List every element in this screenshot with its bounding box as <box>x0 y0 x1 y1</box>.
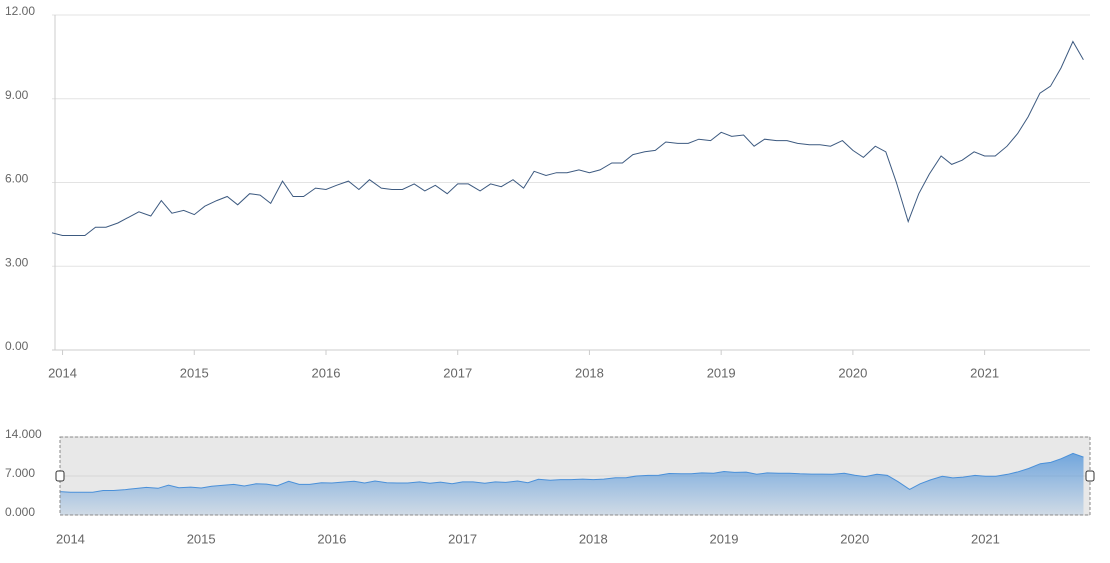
nav-x-tick-label: 2016 <box>317 531 346 546</box>
y-tick-label: 3.00 <box>5 255 29 269</box>
nav-x-tick-label: 2020 <box>840 531 869 546</box>
x-tick-label: 2016 <box>312 365 341 380</box>
nav-x-tick-label: 2015 <box>187 531 216 546</box>
y-tick-label: 0.00 <box>5 339 29 353</box>
x-tick-label: 2017 <box>443 365 472 380</box>
navigator-handle[interactable] <box>55 470 65 482</box>
y-tick-label: 9.00 <box>5 88 29 102</box>
nav-x-tick-label: 2019 <box>710 531 739 546</box>
x-tick-label: 2020 <box>838 365 867 380</box>
nav-x-tick-label: 2017 <box>448 531 477 546</box>
x-tick-label: 2019 <box>707 365 736 380</box>
nav-y-tick-label: 0.000 <box>5 505 35 519</box>
y-tick-label: 6.00 <box>5 172 29 186</box>
nav-y-tick-label: 7.000 <box>5 466 35 480</box>
line-series <box>51 40 1084 236</box>
navigator-area <box>60 453 1084 515</box>
x-tick-label: 2018 <box>575 365 604 380</box>
navigator-handle[interactable] <box>1085 470 1095 482</box>
x-tick-label: 2015 <box>180 365 209 380</box>
y-tick-label: 12.00 <box>5 4 35 18</box>
navigator-line <box>59 452 1084 493</box>
nav-y-tick-label: 14.000 <box>5 427 42 441</box>
x-tick-label: 2014 <box>48 365 77 380</box>
x-tick-label: 2021 <box>970 365 999 380</box>
nav-x-tick-label: 2014 <box>56 531 85 546</box>
nav-x-tick-label: 2021 <box>971 531 1000 546</box>
nav-x-tick-label: 2018 <box>579 531 608 546</box>
